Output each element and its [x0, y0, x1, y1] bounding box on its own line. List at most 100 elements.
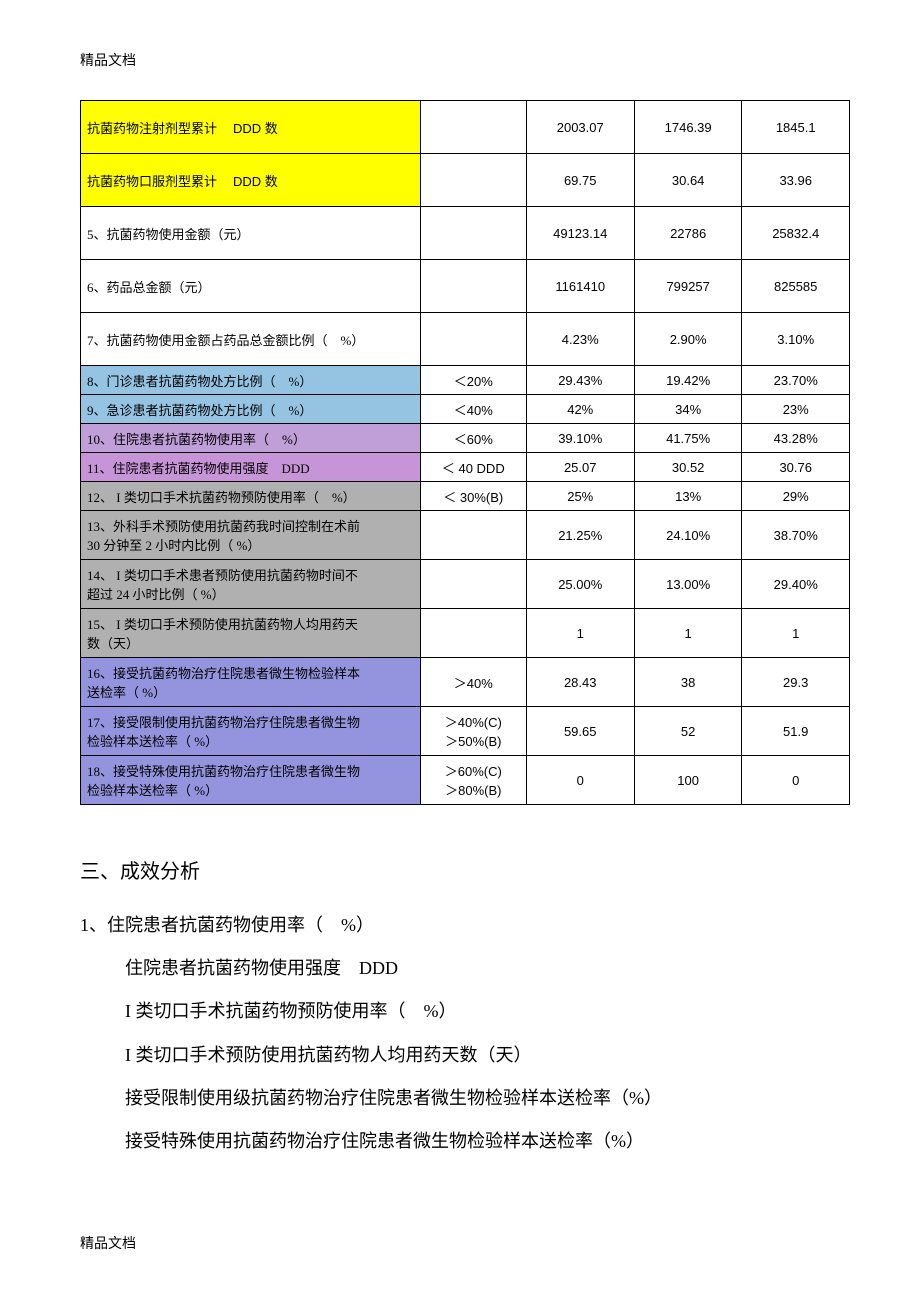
- row-value: 30.52: [634, 453, 742, 482]
- row-label: 17、接受限制使用抗菌药物治疗住院患者微生物 检验样本送检率（ %）: [81, 707, 421, 756]
- row-value: 42%: [526, 395, 634, 424]
- row-standard: [420, 313, 526, 366]
- row-value: 43.28%: [742, 424, 850, 453]
- row-value: 28.43: [526, 658, 634, 707]
- row-value: 22786: [634, 207, 742, 260]
- row-value: 3.10%: [742, 313, 850, 366]
- row-value: 52: [634, 707, 742, 756]
- row-value: 34%: [634, 395, 742, 424]
- row-value: 100: [634, 756, 742, 805]
- row-value: 59.65: [526, 707, 634, 756]
- row-label: 10、住院患者抗菌药物使用率（ %）: [81, 424, 421, 453]
- table-row: 9、急诊患者抗菌药物处方比例（ %）＜40%42%34%23%: [81, 395, 850, 424]
- row-value: 29%: [742, 482, 850, 511]
- row-label: 抗菌药物口服剂型累计 DDD 数: [81, 154, 421, 207]
- row-value: 41.75%: [634, 424, 742, 453]
- body-line: 接受特殊使用抗菌药物治疗住院患者微生物检验样本送检率（%）: [80, 1120, 850, 1163]
- row-value: 1161410: [526, 260, 634, 313]
- row-value: 825585: [742, 260, 850, 313]
- data-table: 抗菌药物注射剂型累计 DDD 数2003.071746.391845.1抗菌药物…: [80, 100, 850, 805]
- row-label: 6、药品总金额（元）: [81, 260, 421, 313]
- table-row: 15、 I 类切口手术预防使用抗菌药物人均用药天 数（天）111: [81, 609, 850, 658]
- row-standard: ＜ 30%(B): [420, 482, 526, 511]
- row-label: 9、急诊患者抗菌药物处方比例（ %）: [81, 395, 421, 424]
- row-label: 11、住院患者抗菌药物使用强度 DDD: [81, 453, 421, 482]
- row-label: 13、外科手术预防使用抗菌药我时间控制在术前 30 分钟至 2 小时内比例（ %…: [81, 511, 421, 560]
- row-value: 51.9: [742, 707, 850, 756]
- row-value: 13.00%: [634, 560, 742, 609]
- table-row: 5、抗菌药物使用金额（元） 49123.142278625832.4: [81, 207, 850, 260]
- row-value: 25%: [526, 482, 634, 511]
- row-standard: [420, 207, 526, 260]
- row-value: 0: [526, 756, 634, 805]
- table-row: 抗菌药物口服剂型累计 DDD 数 69.7530.6433.96: [81, 154, 850, 207]
- row-standard: [420, 101, 526, 154]
- row-value: 38: [634, 658, 742, 707]
- row-value: 19.42%: [634, 366, 742, 395]
- row-standard: ＜40%: [420, 395, 526, 424]
- row-label: 12、 I 类切口手术抗菌药物预防使用率（ %）: [81, 482, 421, 511]
- body-line: 1、住院患者抗菌药物使用率（ %）: [80, 904, 850, 947]
- row-value: 23%: [742, 395, 850, 424]
- row-value: 1845.1: [742, 101, 850, 154]
- row-value: 1746.39: [634, 101, 742, 154]
- body-line: 住院患者抗菌药物使用强度 DDD: [80, 947, 850, 990]
- row-value: 24.10%: [634, 511, 742, 560]
- row-value: 39.10%: [526, 424, 634, 453]
- row-value: 49123.14: [526, 207, 634, 260]
- row-standard: ＜ 40 DDD: [420, 453, 526, 482]
- page-footer: 精品文档: [80, 1233, 850, 1253]
- row-value: 25.00%: [526, 560, 634, 609]
- row-standard: [420, 511, 526, 560]
- table-row: 10、住院患者抗菌药物使用率（ %）＜60%39.10%41.75%43.28%: [81, 424, 850, 453]
- row-label: 18、接受特殊使用抗菌药物治疗住院患者微生物 检验样本送检率（ %）: [81, 756, 421, 805]
- row-value: 25832.4: [742, 207, 850, 260]
- row-standard: ＞60%(C) ＞80%(B): [420, 756, 526, 805]
- row-label: 15、 I 类切口手术预防使用抗菌药物人均用药天 数（天）: [81, 609, 421, 658]
- row-value: 33.96: [742, 154, 850, 207]
- table-row: 抗菌药物注射剂型累计 DDD 数 2003.071746.391845.1: [81, 101, 850, 154]
- row-standard: ＞40%: [420, 658, 526, 707]
- table-row: 12、 I 类切口手术抗菌药物预防使用率（ %）＜ 30%(B)25%13%29…: [81, 482, 850, 511]
- row-standard: [420, 609, 526, 658]
- row-label: 7、抗菌药物使用金额占药品总金额比例（ %）: [81, 313, 421, 366]
- row-value: 29.3: [742, 658, 850, 707]
- row-value: 13%: [634, 482, 742, 511]
- row-value: 1: [742, 609, 850, 658]
- row-value: 0: [742, 756, 850, 805]
- row-label: 抗菌药物注射剂型累计 DDD 数: [81, 101, 421, 154]
- row-value: 30.76: [742, 453, 850, 482]
- table-row: 8、门诊患者抗菌药物处方比例（ %）＜20%29.43%19.42%23.70%: [81, 366, 850, 395]
- page-header: 精品文档: [80, 50, 850, 70]
- row-value: 23.70%: [742, 366, 850, 395]
- table-row: 13、外科手术预防使用抗菌药我时间控制在术前 30 分钟至 2 小时内比例（ %…: [81, 511, 850, 560]
- row-value: 2003.07: [526, 101, 634, 154]
- row-value: 38.70%: [742, 511, 850, 560]
- body-line: I 类切口手术预防使用抗菌药物人均用药天数（天）: [80, 1034, 850, 1077]
- row-label: 5、抗菌药物使用金额（元）: [81, 207, 421, 260]
- row-value: 799257: [634, 260, 742, 313]
- row-standard: ＜20%: [420, 366, 526, 395]
- row-standard: ＞40%(C) ＞50%(B): [420, 707, 526, 756]
- table-row: 7、抗菌药物使用金额占药品总金额比例（ %） 4.23%2.90%3.10%: [81, 313, 850, 366]
- body-line: 接受限制使用级抗菌药物治疗住院患者微生物检验样本送检率（%）: [80, 1077, 850, 1120]
- row-standard: [420, 154, 526, 207]
- row-value: 2.90%: [634, 313, 742, 366]
- row-value: 25.07: [526, 453, 634, 482]
- table-row: 18、接受特殊使用抗菌药物治疗住院患者微生物 检验样本送检率（ %）＞60%(C…: [81, 756, 850, 805]
- row-value: 1: [526, 609, 634, 658]
- row-value: 1: [634, 609, 742, 658]
- row-value: 69.75: [526, 154, 634, 207]
- row-value: 4.23%: [526, 313, 634, 366]
- row-standard: [420, 560, 526, 609]
- table-row: 6、药品总金额（元） 1161410799257825585: [81, 260, 850, 313]
- row-value: 29.43%: [526, 366, 634, 395]
- row-label: 8、门诊患者抗菌药物处方比例（ %）: [81, 366, 421, 395]
- row-standard: [420, 260, 526, 313]
- row-label: 16、接受抗菌药物治疗住院患者微生物检验样本 送检率（ %）: [81, 658, 421, 707]
- row-value: 30.64: [634, 154, 742, 207]
- table-row: 14、 I 类切口手术患者预防使用抗菌药物时间不 超过 24 小时比例（ %）2…: [81, 560, 850, 609]
- row-standard: ＜60%: [420, 424, 526, 453]
- body-line: I 类切口手术抗菌药物预防使用率（ %）: [80, 990, 850, 1033]
- row-value: 21.25%: [526, 511, 634, 560]
